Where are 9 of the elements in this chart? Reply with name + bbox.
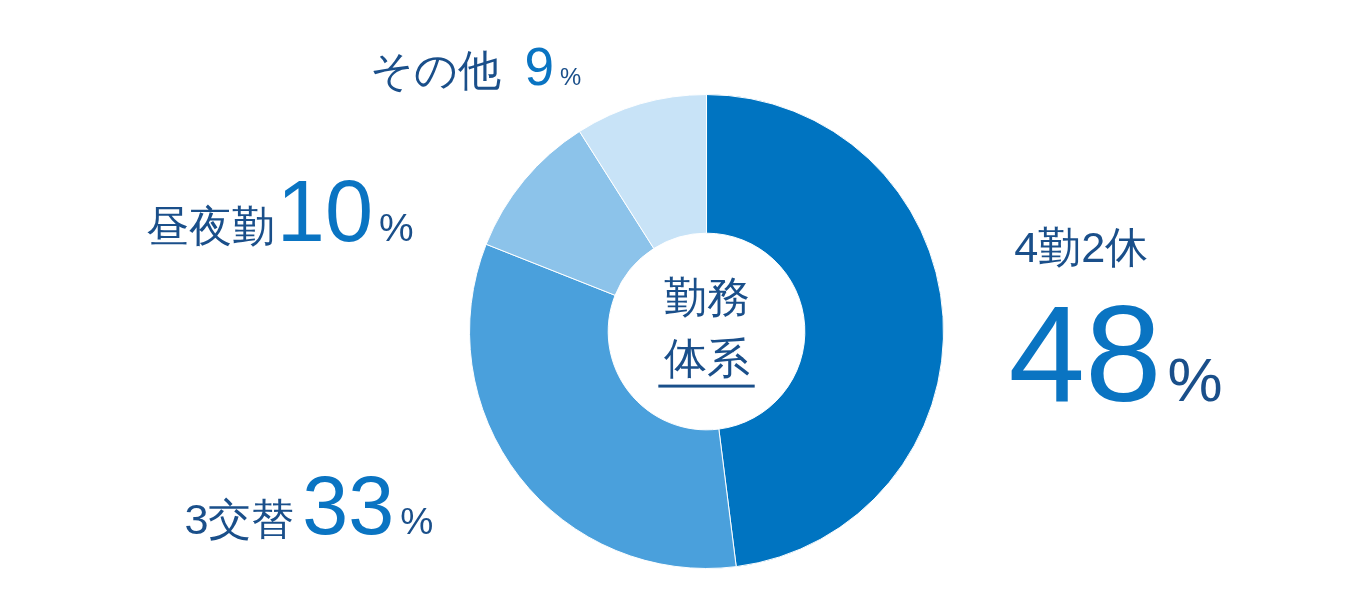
slice-label: その他 xyxy=(370,45,501,94)
slice-label: 昼夜勤 xyxy=(145,202,275,251)
slice-label: 3交替 xyxy=(184,495,295,544)
data-label: 48% xyxy=(1008,276,1223,431)
data-label: 33% xyxy=(302,459,434,553)
data-label: 9% xyxy=(524,36,582,96)
text: 勤務体系 xyxy=(663,272,750,382)
data-label: 10% xyxy=(276,163,414,260)
slice-label: 4勤2休 xyxy=(1014,222,1149,271)
